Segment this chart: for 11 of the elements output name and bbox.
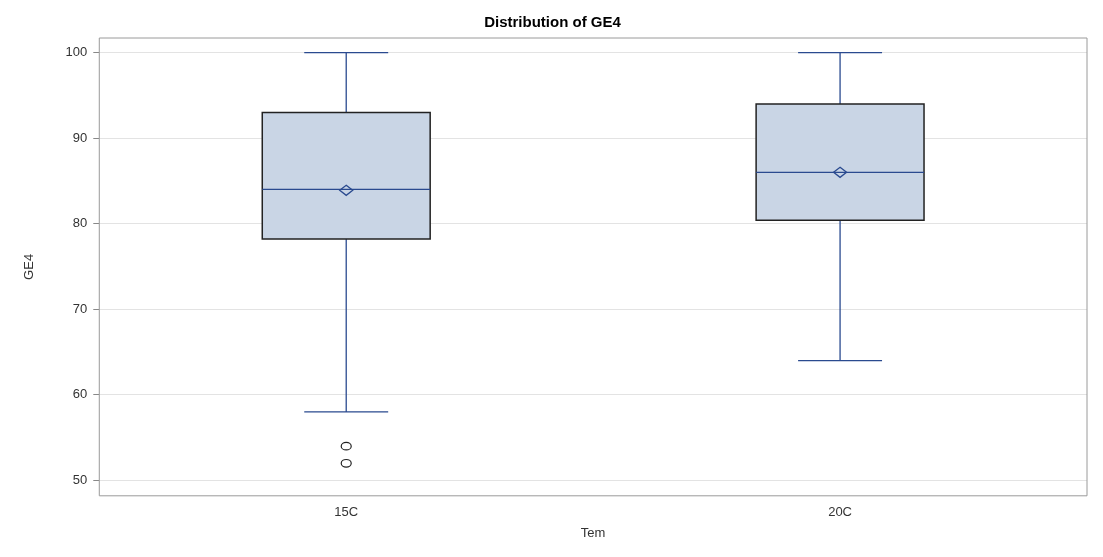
y-axis-title: GE4 bbox=[21, 253, 37, 280]
y-tick-label: 70 bbox=[72, 300, 88, 316]
y-tick-label: 100 bbox=[65, 44, 88, 60]
x-tick-label: 20C bbox=[828, 504, 852, 520]
y-tick-label: 90 bbox=[72, 129, 88, 145]
y-tick-label: 50 bbox=[72, 471, 88, 487]
chart-title: Distribution of GE4 bbox=[484, 13, 622, 31]
y-tick-label: 80 bbox=[72, 215, 88, 231]
x-tick-label: 15C bbox=[334, 504, 359, 520]
y-tick-label: 60 bbox=[72, 386, 88, 402]
x-axis-title: Tem bbox=[580, 524, 606, 540]
